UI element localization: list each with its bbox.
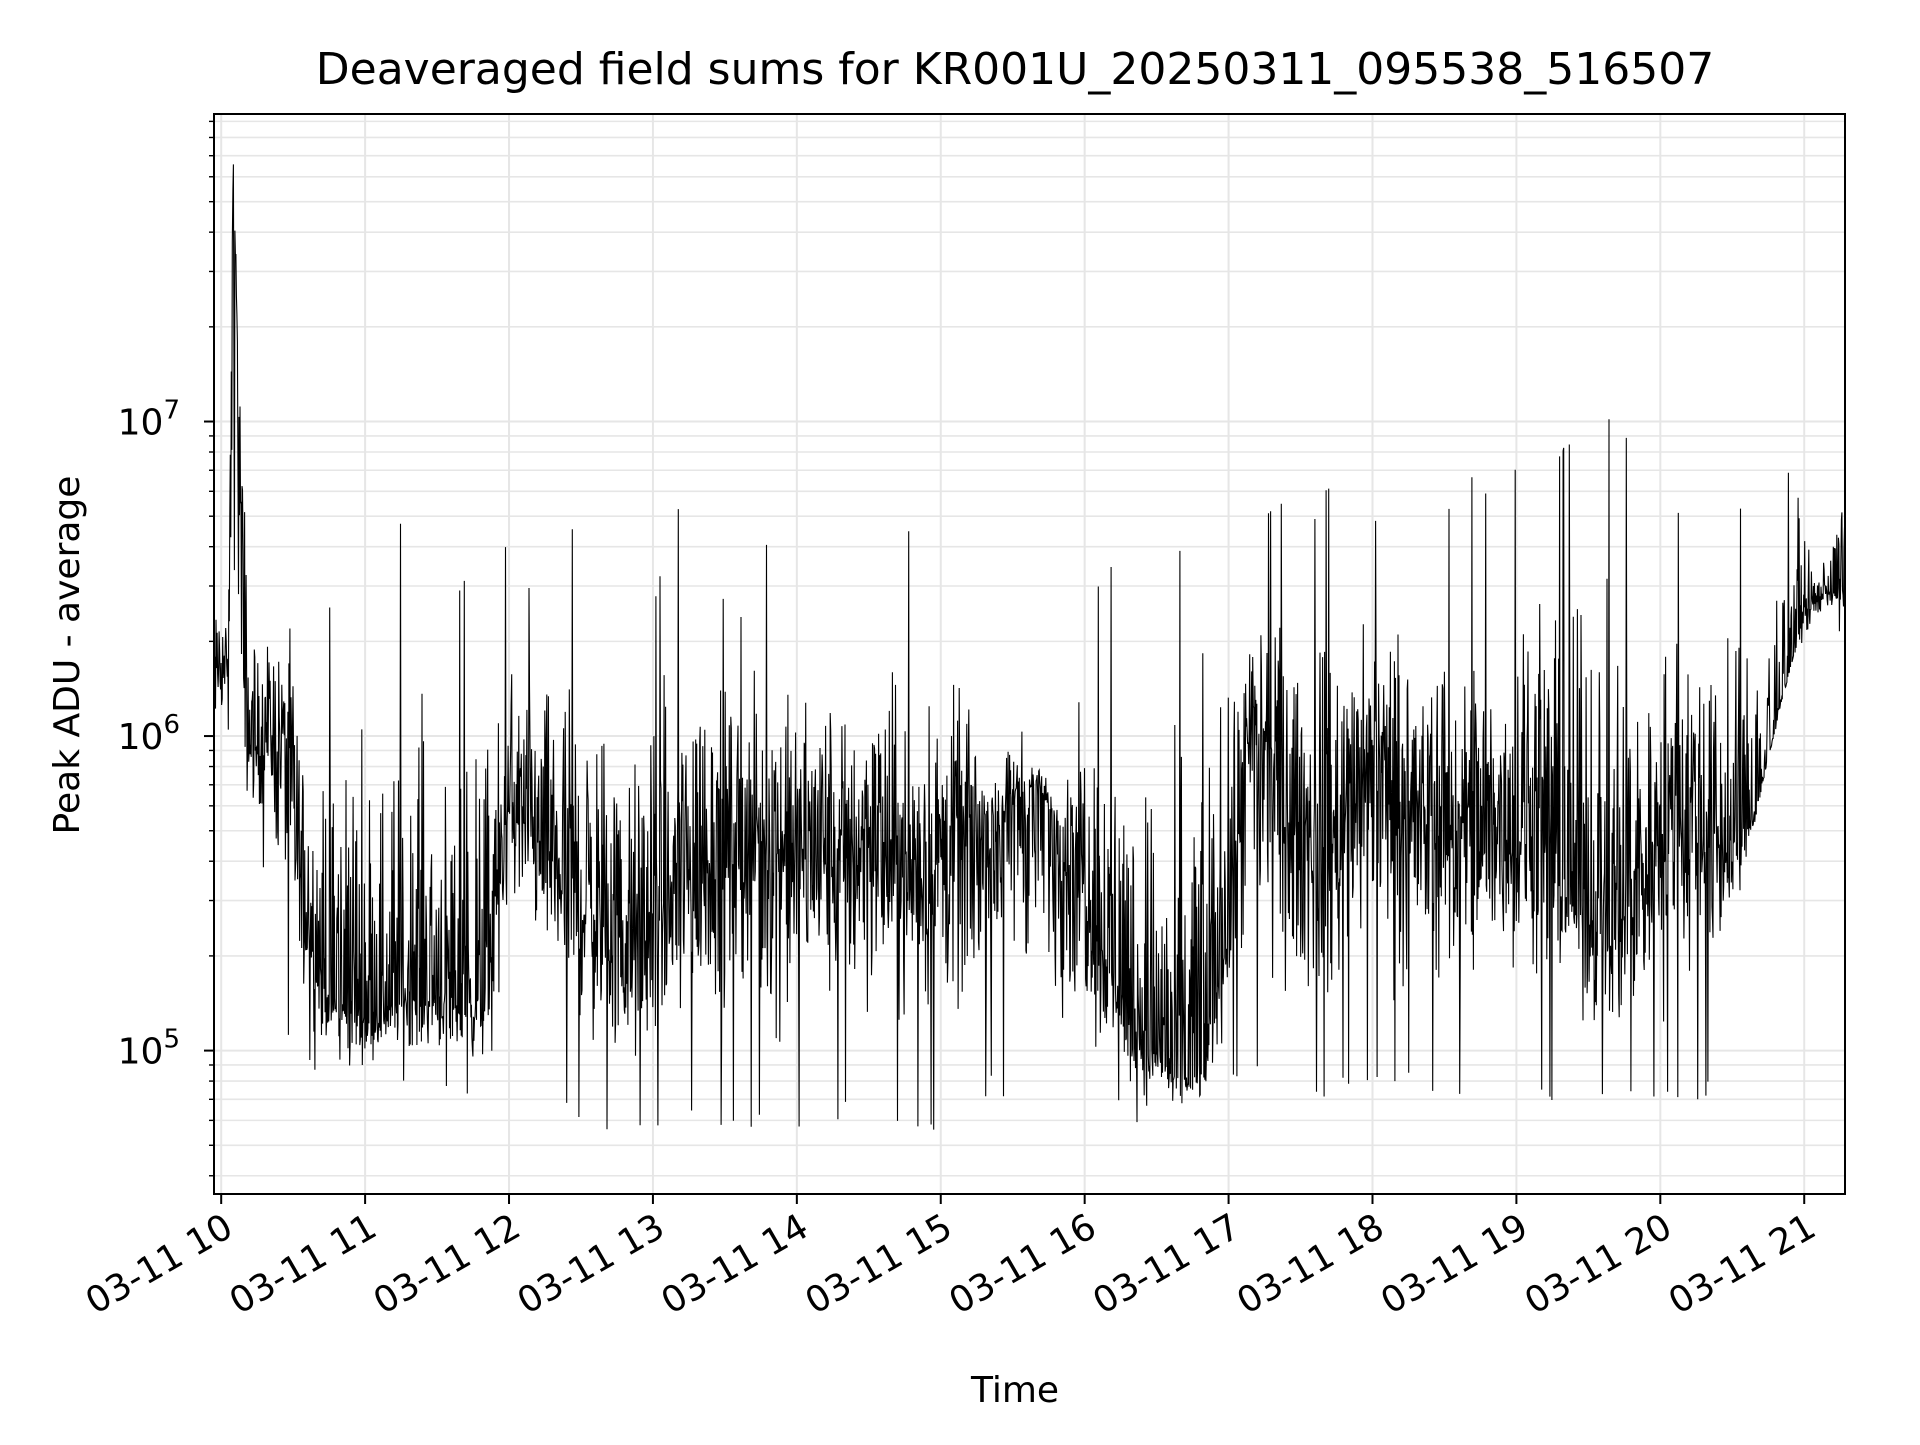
- y-tick-label: 107: [118, 396, 180, 444]
- series-line: [213, 164, 1846, 1130]
- y-tick-label: 106: [118, 710, 180, 758]
- data-layer: [213, 164, 1846, 1130]
- y-tick-label: 105: [118, 1025, 180, 1073]
- y-tick-label-exponent: 5: [163, 1025, 180, 1055]
- y-axis-label: Peak ADU - average: [47, 476, 88, 835]
- y-tick-label-base: 10: [118, 1032, 164, 1073]
- y-tick-label-base: 10: [118, 717, 164, 758]
- y-tick-label-base: 10: [118, 403, 164, 444]
- chart-title: Deaveraged field sums for KR001U_2025031…: [316, 44, 1714, 95]
- plot-frame: [213, 113, 1846, 1195]
- x-axis-label: Time: [970, 1370, 1059, 1411]
- y-tick-label-exponent: 7: [163, 396, 180, 426]
- y-tick-label-exponent: 6: [163, 710, 180, 740]
